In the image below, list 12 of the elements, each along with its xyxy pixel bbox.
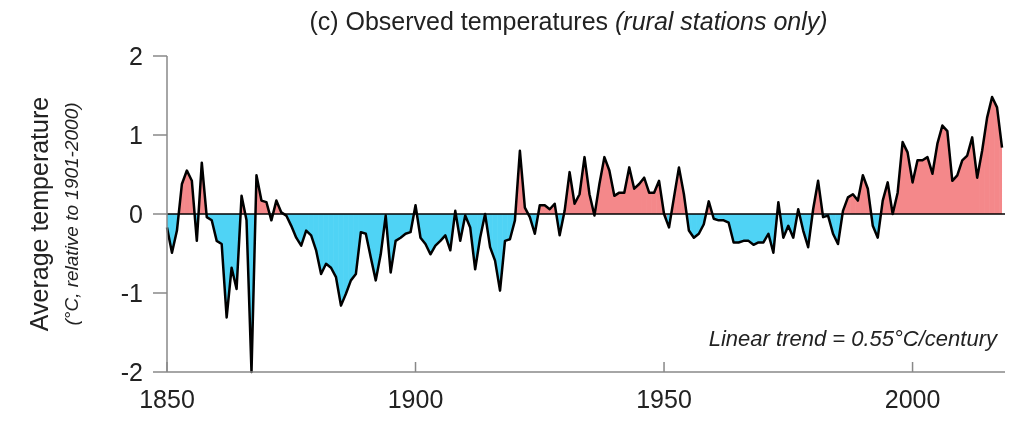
y-tick-label: 0 [129, 200, 143, 228]
annotation: Linear trend = 0.55°C/century [708, 326, 999, 351]
y-tick-label: 1 [129, 121, 143, 149]
x-tick-label: 1950 [636, 385, 692, 413]
y-tick-label: 2 [129, 42, 143, 70]
x-tick-label: 1850 [139, 385, 195, 413]
y-axis-title: Average temperature (°C, relative to 1901-2000) [25, 96, 82, 332]
y-tick-label: -1 [120, 279, 143, 307]
chart-title: (c) Observed temperatures (rural stations only) [309, 7, 828, 35]
y-tick-label: -2 [120, 358, 143, 386]
x-tick-label: 2000 [884, 385, 941, 413]
x-tick-label: 1900 [387, 385, 444, 413]
